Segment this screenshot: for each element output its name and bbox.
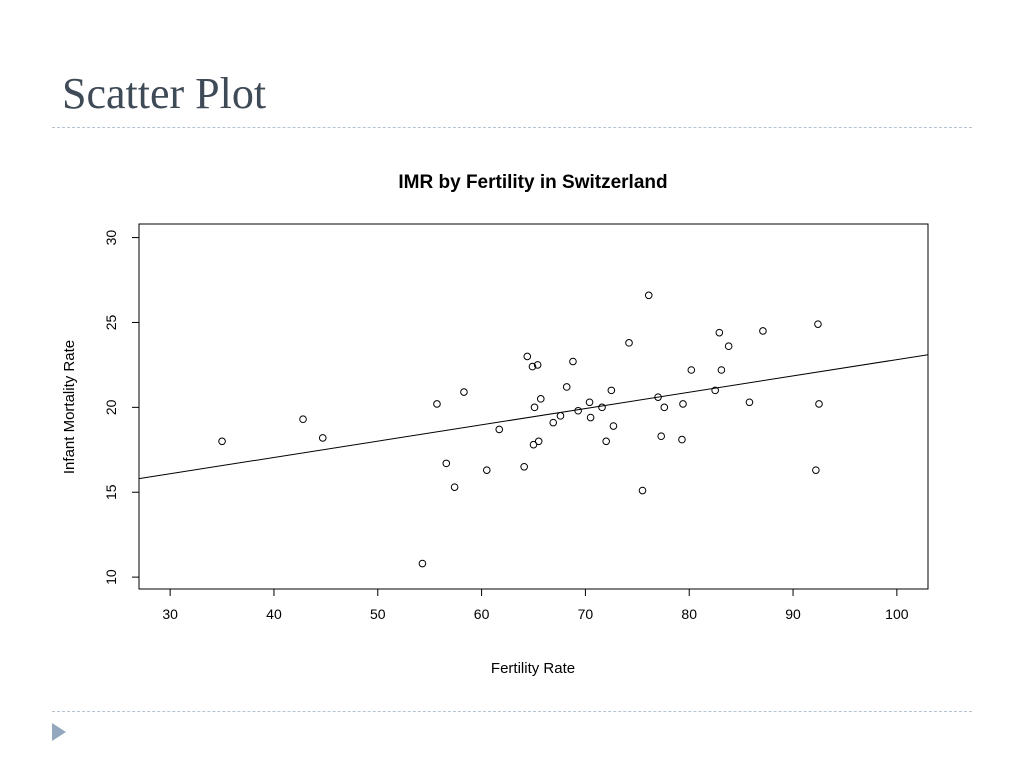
data-point	[318, 434, 327, 442]
data-point	[586, 413, 595, 422]
scatter-chart: IMR by Fertility in Switzerland 30 40 50 60…	[61, 172, 929, 677]
x-tick-label: 70	[578, 606, 594, 622]
data-point	[657, 432, 665, 441]
data-point	[814, 320, 822, 328]
data-point	[812, 466, 820, 474]
data-point	[218, 437, 226, 446]
data-point	[528, 362, 537, 371]
x-tick-label: 40	[266, 606, 282, 622]
footer-divider	[52, 711, 972, 712]
data-point	[607, 386, 616, 395]
data-point	[530, 403, 539, 412]
regression-line	[138, 354, 929, 480]
y-tick-label: 30	[103, 230, 119, 246]
data-point	[711, 386, 719, 395]
x-tick-label: 100	[885, 606, 909, 622]
data-point	[549, 418, 558, 427]
data-point	[533, 361, 542, 369]
data-point	[609, 422, 618, 430]
data-point	[654, 393, 662, 401]
data-point	[660, 403, 669, 412]
data-point	[495, 425, 504, 434]
bullet-arrow-icon	[52, 723, 66, 741]
data-point	[585, 398, 594, 407]
data-point	[724, 342, 733, 351]
y-tick-label: 15	[103, 484, 119, 500]
data-point	[520, 462, 528, 471]
y-axis-label: Infant Mortality Rate	[61, 340, 78, 474]
data-point	[715, 328, 724, 337]
data-point	[644, 291, 653, 300]
x-tick-label: 50	[370, 606, 386, 622]
data-point	[815, 400, 823, 408]
plot-frame	[138, 223, 929, 590]
data-point	[678, 435, 686, 444]
data-point	[534, 437, 543, 446]
x-tick-label: 60	[474, 606, 490, 622]
slide-title: Scatter Plot	[62, 69, 267, 118]
data-point	[679, 400, 687, 408]
data-point	[745, 398, 754, 407]
data-point	[442, 459, 451, 468]
x-axis: 30 40 50 60 70 80 90 100	[162, 588, 909, 622]
data-point	[482, 466, 491, 474]
y-tick-label: 20	[103, 399, 119, 415]
data-point	[602, 437, 610, 446]
chart-title: IMR by Fertility in Switzerland	[398, 172, 667, 193]
x-tick-label: 30	[162, 606, 178, 622]
x-tick-label: 90	[785, 606, 801, 622]
data-point	[450, 483, 459, 491]
data-point	[569, 357, 577, 366]
data-point	[299, 415, 307, 424]
x-tick-label: 80	[681, 606, 697, 622]
data-point	[625, 339, 633, 347]
title-divider	[52, 127, 972, 128]
data-point	[638, 486, 647, 495]
data-point	[687, 366, 696, 374]
data-point	[598, 403, 606, 412]
y-tick-label: 10	[103, 569, 119, 585]
data-point	[759, 327, 767, 335]
data-point	[433, 400, 441, 408]
data-point	[556, 412, 565, 420]
data-point	[529, 440, 538, 449]
data-point	[717, 366, 726, 374]
x-axis-label: Fertility Rate	[491, 660, 575, 677]
data-point	[418, 559, 427, 568]
data-point	[523, 352, 532, 361]
y-tick-label: 25	[103, 314, 119, 330]
data-points	[218, 291, 823, 568]
data-point	[460, 388, 468, 396]
data-point	[536, 395, 545, 403]
data-point	[562, 383, 571, 391]
data-point	[574, 406, 582, 415]
y-axis: 10 15 20 25 30	[103, 230, 140, 585]
